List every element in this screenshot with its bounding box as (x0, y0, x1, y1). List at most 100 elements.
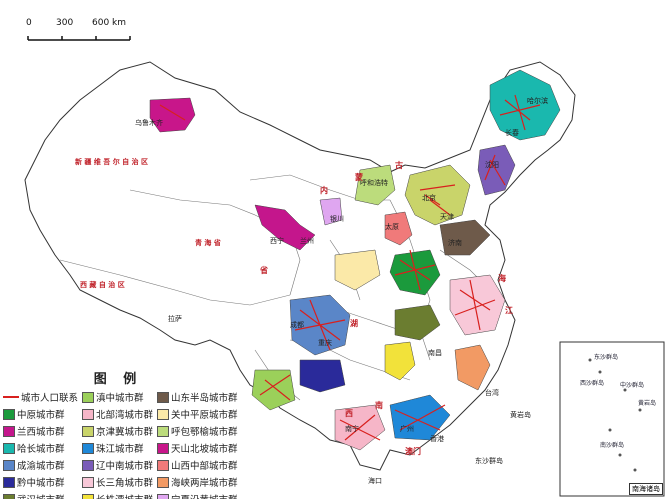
red-label-sheng: 省 (260, 266, 268, 275)
legend-item: 长株潭城市群 (82, 492, 153, 499)
label-haikou: 海口 (368, 477, 382, 485)
legend-swatch (82, 459, 95, 471)
label-wulumuqi: 乌鲁木齐 (135, 119, 163, 127)
legend-item: 呼包鄂榆城市群 (157, 424, 238, 438)
legend-item: 山东半岛城市群 (157, 390, 238, 404)
legend-item: 珠江城市群 (82, 441, 153, 455)
region-wuhan (394, 304, 441, 341)
label-xinjiang: 新 疆 维 吾 尔 自 治 区 (75, 158, 149, 166)
red-label-gu: 古 (395, 161, 403, 170)
region-hachang (489, 69, 561, 141)
label-guangzhou: 广州 (400, 425, 414, 433)
region-ningxia (319, 197, 343, 226)
region-zhujiang (389, 394, 451, 441)
legend-swatch (157, 408, 170, 420)
legend-label: 山西中部城市群 (171, 461, 238, 472)
legend-item: 宁夏沿黄城市群 (157, 492, 238, 499)
region-haixia (454, 344, 491, 391)
red-label-meng: 蒙 (355, 173, 363, 182)
legend-swatch (82, 493, 95, 499)
label-qinghai: 青 海 省 (195, 239, 221, 247)
legend-swatch (3, 493, 15, 499)
region-huhebao (354, 164, 396, 206)
label-jinan: 济南 (448, 239, 462, 247)
region-changzhutan (384, 341, 416, 381)
legend-item: 天山北坡城市群 (157, 441, 238, 455)
inset-title: 南海诸岛 (629, 483, 663, 495)
legend-label: 滇中城市群 (96, 393, 144, 404)
legend-swatch (82, 391, 95, 403)
red-label-hai: 海 (498, 274, 506, 283)
legend-item: 长三角城市群 (82, 475, 153, 489)
legend-swatch (157, 425, 170, 437)
legend: 图 例 城市人口联系 滇中城市群 山东半岛城市群 中原城市群 北部湾城市群 关中平原城市群… (3, 368, 238, 499)
inset-label-zhongsha: 中沙群岛 (620, 382, 645, 389)
label-huhehaote: 呼和浩特 (360, 179, 388, 187)
scale-label-600: 600 km (92, 18, 127, 28)
legend-item: 关中平原城市群 (157, 407, 238, 421)
legend-item: 成渝城市群 (3, 458, 78, 472)
legend-label: 兰西城市群 (17, 427, 65, 438)
legend-swatch (157, 459, 170, 471)
label-xizang: 西 藏 自 治 区 (80, 281, 125, 289)
legend-label: 辽中南城市群 (96, 461, 154, 472)
legend-swatch (157, 493, 170, 499)
label-taiwan: 台湾 (485, 389, 499, 397)
label-beijing: 北京 (422, 194, 436, 202)
region-changsanjiao (449, 274, 506, 336)
legend-label: 北部湾城市群 (96, 410, 154, 421)
legend-item: 兰西城市群 (3, 424, 78, 438)
label-haerbin: 哈尔滨 (527, 97, 548, 105)
legend-item: 辽中南城市群 (82, 458, 153, 472)
legend-item: 滇中城市群 (82, 390, 153, 404)
red-label-xi: 西 (345, 409, 353, 418)
legend-item: 城市人口联系 (3, 390, 78, 404)
legend-swatch (3, 459, 15, 471)
label-aomen: 澳门 (405, 447, 421, 456)
legend-label: 宁夏沿黄城市群 (171, 492, 238, 499)
legend-swatch (82, 425, 95, 437)
legend-item: 北部湾城市群 (82, 407, 153, 421)
region-qianzhong (299, 359, 346, 393)
inset-label-huangyan: 黄岩岛 (638, 400, 657, 407)
legend-item: 山西中部城市群 (157, 458, 238, 472)
inset-label-nansha: 南沙群岛 (600, 442, 625, 449)
legend-label: 成渝城市群 (17, 461, 65, 472)
label-huangyan: 黄岩岛 (510, 411, 531, 419)
legend-label: 中原城市群 (17, 410, 65, 421)
label-nanchang: 南昌 (428, 349, 442, 357)
legend-label: 天山北坡城市群 (171, 444, 238, 455)
red-label-jiang: 江 (505, 306, 513, 315)
label-lanzhou: 兰州 (300, 237, 314, 245)
scale-label-300: 300 (56, 18, 74, 28)
legend-label: 武汉城市群 (17, 492, 65, 499)
legend-swatch (3, 476, 15, 488)
legend-label: 哈长城市群 (17, 444, 65, 455)
label-xianggang: 香港 (430, 435, 444, 443)
legend-item: 中原城市群 (3, 407, 78, 421)
legend-item: 京津冀城市群 (82, 424, 153, 438)
label-xining: 西宁 (270, 237, 284, 245)
legend-swatch (157, 442, 170, 454)
label-nanning: 南宁 (345, 425, 359, 433)
legend-swatch (3, 396, 19, 398)
inset-frame (559, 341, 665, 497)
region-shandong (439, 219, 491, 256)
legend-swatch (3, 408, 15, 420)
legend-swatch (82, 476, 95, 488)
label-chengdu: 成都 (290, 321, 304, 329)
red-label-nei: 内 (320, 186, 328, 195)
legend-label: 长三角城市群 (96, 478, 154, 489)
legend-label: 海峡两岸城市群 (171, 478, 238, 489)
legend-label: 黔中城市群 (17, 478, 65, 489)
label-chongqing: 重庆 (318, 339, 332, 347)
legend-label: 珠江城市群 (96, 444, 144, 455)
inset-label-xisha: 西沙群岛 (580, 380, 605, 387)
red-label-hu: 湖 (350, 319, 358, 328)
legend-swatch (157, 476, 170, 488)
legend-swatch (157, 391, 170, 403)
legend-swatch (3, 425, 15, 437)
legend-item: 武汉城市群 (3, 492, 78, 499)
legend-label: 城市人口联系 (21, 393, 79, 404)
